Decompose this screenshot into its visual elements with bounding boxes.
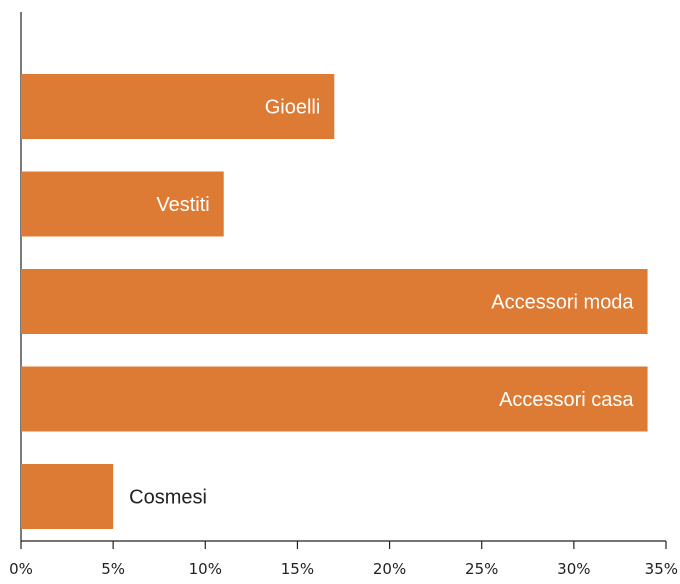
- bar-label-accessori-casa: Accessori casa: [499, 389, 634, 411]
- x-tick-label: 30%: [557, 560, 590, 578]
- bar-label-vestiti: Vestiti: [156, 194, 209, 216]
- bar-cosmesi: [21, 464, 114, 529]
- x-tick-label: 5%: [101, 560, 125, 578]
- x-tick-label: 25%: [465, 560, 498, 578]
- x-tick-label: 15%: [281, 560, 314, 578]
- x-tick-label: 35%: [645, 560, 678, 578]
- x-tick-label: 0%: [9, 560, 33, 578]
- bar-accessori-casa: [21, 366, 648, 432]
- bar-label-accessori-moda: Accessori moda: [491, 292, 634, 314]
- bar-accessori-moda: [21, 269, 648, 334]
- x-tick-label: 20%: [373, 560, 406, 578]
- bar-vestiti: [21, 171, 224, 237]
- bar-gioelli: [21, 74, 335, 139]
- x-ticks-group: 0% 5% 10% 15% 20% 25% 30% 35%: [9, 541, 678, 578]
- bar-label-gioelli: Gioelli: [265, 97, 321, 119]
- bars-group: Gioelli Vestiti Accessori moda Accessori ca…: [21, 74, 648, 529]
- x-tick-label: 10%: [189, 560, 222, 578]
- bar-label-cosmesi: Cosmesi: [129, 487, 207, 509]
